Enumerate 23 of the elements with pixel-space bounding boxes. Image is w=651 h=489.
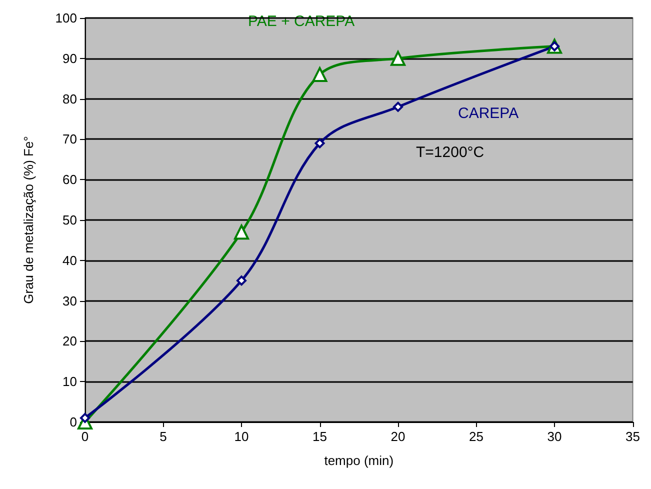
annotation: T=1200°C [416,144,484,161]
x-tick-label: 25 [469,429,484,444]
x-axis-title: tempo (min) [324,453,394,468]
series-label: CAREPA [458,105,519,122]
y-tick-label: 30 [62,293,77,308]
y-tick-label: 80 [62,91,77,106]
x-tick-label: 30 [547,429,562,444]
x-tick-label: 35 [626,429,640,444]
y-tick-label: 100 [55,10,77,26]
x-tick-label: 0 [81,429,89,444]
y-tick-label: 90 [62,50,77,66]
x-tick-label: 15 [312,429,327,444]
y-tick-label: 40 [62,252,77,268]
y-tick-label: 10 [62,374,77,390]
y-tick-label: 0 [70,414,77,430]
y-axis-title: Grau de metalização (%) Fe° [21,136,36,304]
x-tick-label: 10 [234,429,249,444]
x-tick-label: 5 [160,429,167,444]
y-tick-label: 50 [62,212,77,228]
y-tick-label: 20 [62,334,77,349]
x-tick-label: 20 [390,429,406,444]
y-tick-label: 70 [62,132,77,147]
y-tick-label: 60 [62,172,77,188]
